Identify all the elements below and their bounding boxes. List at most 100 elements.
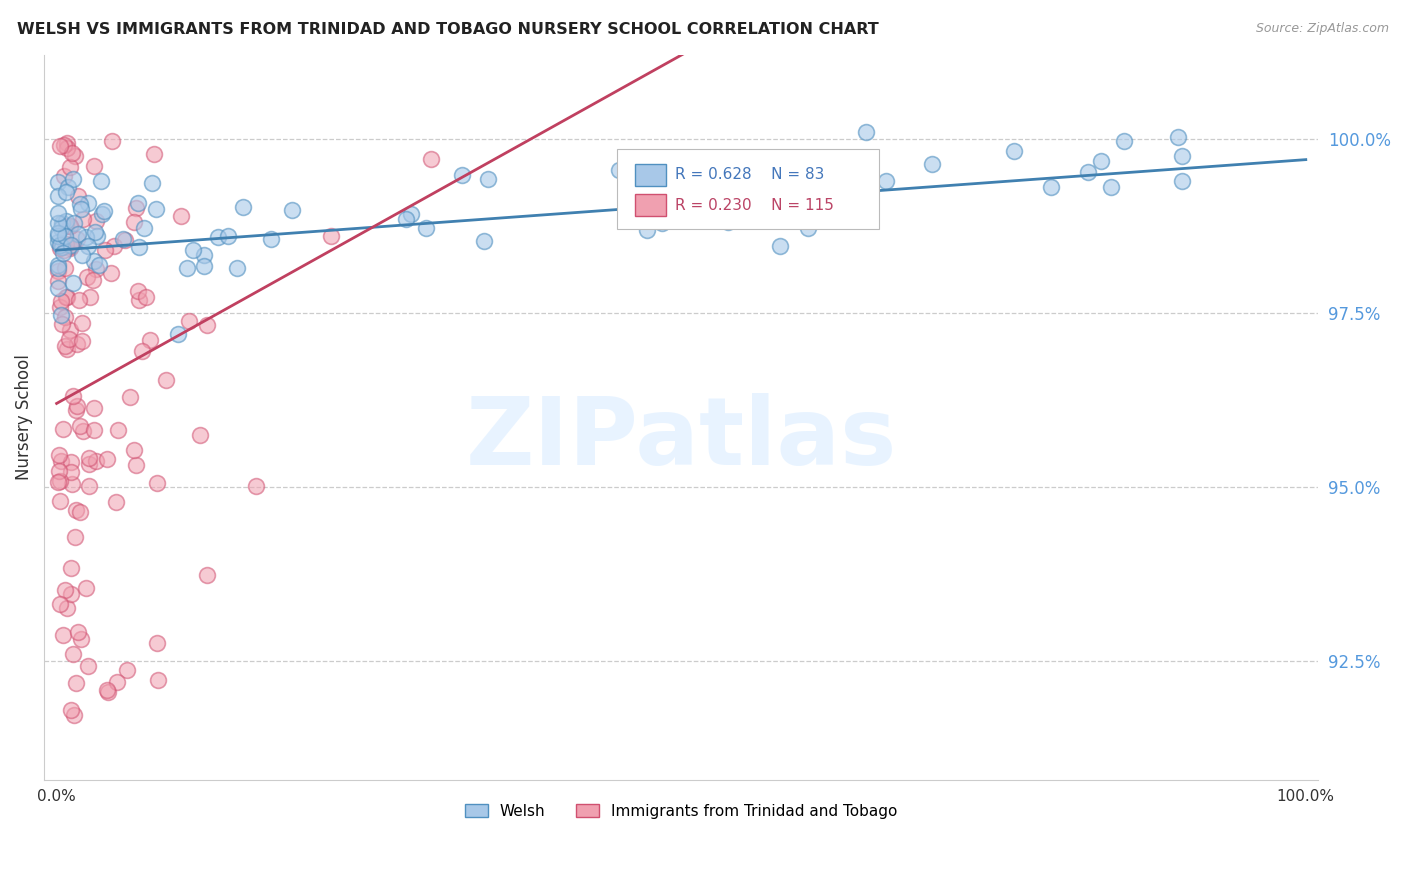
Point xyxy=(77,658,100,673)
Point xyxy=(96,682,118,697)
Point xyxy=(141,177,163,191)
Point xyxy=(65,530,87,544)
Point xyxy=(46,260,69,275)
Point xyxy=(49,139,72,153)
Point xyxy=(69,197,91,211)
Point xyxy=(86,228,108,243)
Point xyxy=(170,209,193,223)
Point xyxy=(46,258,69,272)
Point xyxy=(56,180,79,194)
Point xyxy=(1040,180,1063,194)
Point xyxy=(51,240,73,254)
Point xyxy=(1167,129,1189,144)
Point xyxy=(59,587,82,601)
Point xyxy=(56,600,79,615)
Point xyxy=(67,293,90,308)
Point xyxy=(125,458,148,473)
Point xyxy=(139,333,162,347)
Point xyxy=(82,273,104,287)
Point xyxy=(135,290,157,304)
Point xyxy=(1090,153,1112,168)
Point xyxy=(752,211,775,226)
Point xyxy=(48,448,70,462)
Point xyxy=(769,239,792,253)
Point xyxy=(46,175,69,189)
Point xyxy=(122,214,145,228)
Point xyxy=(60,561,83,575)
Point xyxy=(83,159,105,173)
Point xyxy=(65,676,87,690)
Point xyxy=(1002,144,1025,158)
Point xyxy=(69,418,91,433)
Point xyxy=(103,238,125,252)
Point xyxy=(1077,165,1099,179)
Point xyxy=(77,450,100,465)
Point xyxy=(90,207,112,221)
Point xyxy=(48,474,70,488)
Point xyxy=(176,261,198,276)
Point xyxy=(395,212,418,227)
Point xyxy=(46,235,69,250)
Point xyxy=(107,675,129,690)
Point xyxy=(146,673,169,688)
Point xyxy=(72,334,94,349)
Point xyxy=(281,202,304,217)
Point xyxy=(120,390,142,404)
Point xyxy=(1170,149,1192,163)
FancyBboxPatch shape xyxy=(636,164,666,186)
Point xyxy=(420,152,443,166)
Point xyxy=(52,628,75,642)
Point xyxy=(142,147,165,161)
Point xyxy=(1099,179,1122,194)
Point xyxy=(46,475,69,490)
FancyBboxPatch shape xyxy=(636,194,666,216)
Point xyxy=(93,244,115,258)
Point xyxy=(76,239,98,253)
Point xyxy=(53,261,76,276)
Point xyxy=(46,216,69,230)
Point xyxy=(66,231,89,245)
Text: R = 0.628    N = 83: R = 0.628 N = 83 xyxy=(675,167,824,182)
Point xyxy=(53,582,76,597)
Point xyxy=(56,141,79,155)
Point xyxy=(115,663,138,677)
Point xyxy=(62,172,84,186)
Point xyxy=(89,258,111,272)
Point xyxy=(145,476,167,491)
Point xyxy=(607,162,630,177)
Point xyxy=(59,219,82,233)
Point xyxy=(193,248,215,262)
Point xyxy=(195,568,218,582)
Point xyxy=(717,215,740,229)
Point xyxy=(145,202,167,216)
Point xyxy=(177,314,200,328)
Point xyxy=(53,229,76,244)
Point xyxy=(657,187,679,202)
Point xyxy=(59,219,82,233)
Point xyxy=(52,246,75,260)
Point xyxy=(921,157,943,171)
Point xyxy=(55,343,77,357)
Point xyxy=(60,476,83,491)
Point xyxy=(96,451,118,466)
Point xyxy=(1114,135,1136,149)
Point xyxy=(72,424,94,438)
Point xyxy=(188,427,211,442)
Y-axis label: Nursery School: Nursery School xyxy=(15,354,32,480)
Point xyxy=(853,175,876,189)
Point xyxy=(125,201,148,215)
Point xyxy=(46,281,69,295)
Point xyxy=(49,597,72,611)
Point xyxy=(59,238,82,252)
Point xyxy=(49,221,72,235)
Point xyxy=(59,160,82,174)
Point xyxy=(815,153,838,168)
Point xyxy=(52,138,75,153)
Point xyxy=(49,293,72,308)
Point xyxy=(76,270,98,285)
Point xyxy=(1171,173,1194,187)
Point xyxy=(636,222,658,236)
Point xyxy=(90,174,112,188)
Point xyxy=(97,685,120,699)
Point xyxy=(79,290,101,304)
